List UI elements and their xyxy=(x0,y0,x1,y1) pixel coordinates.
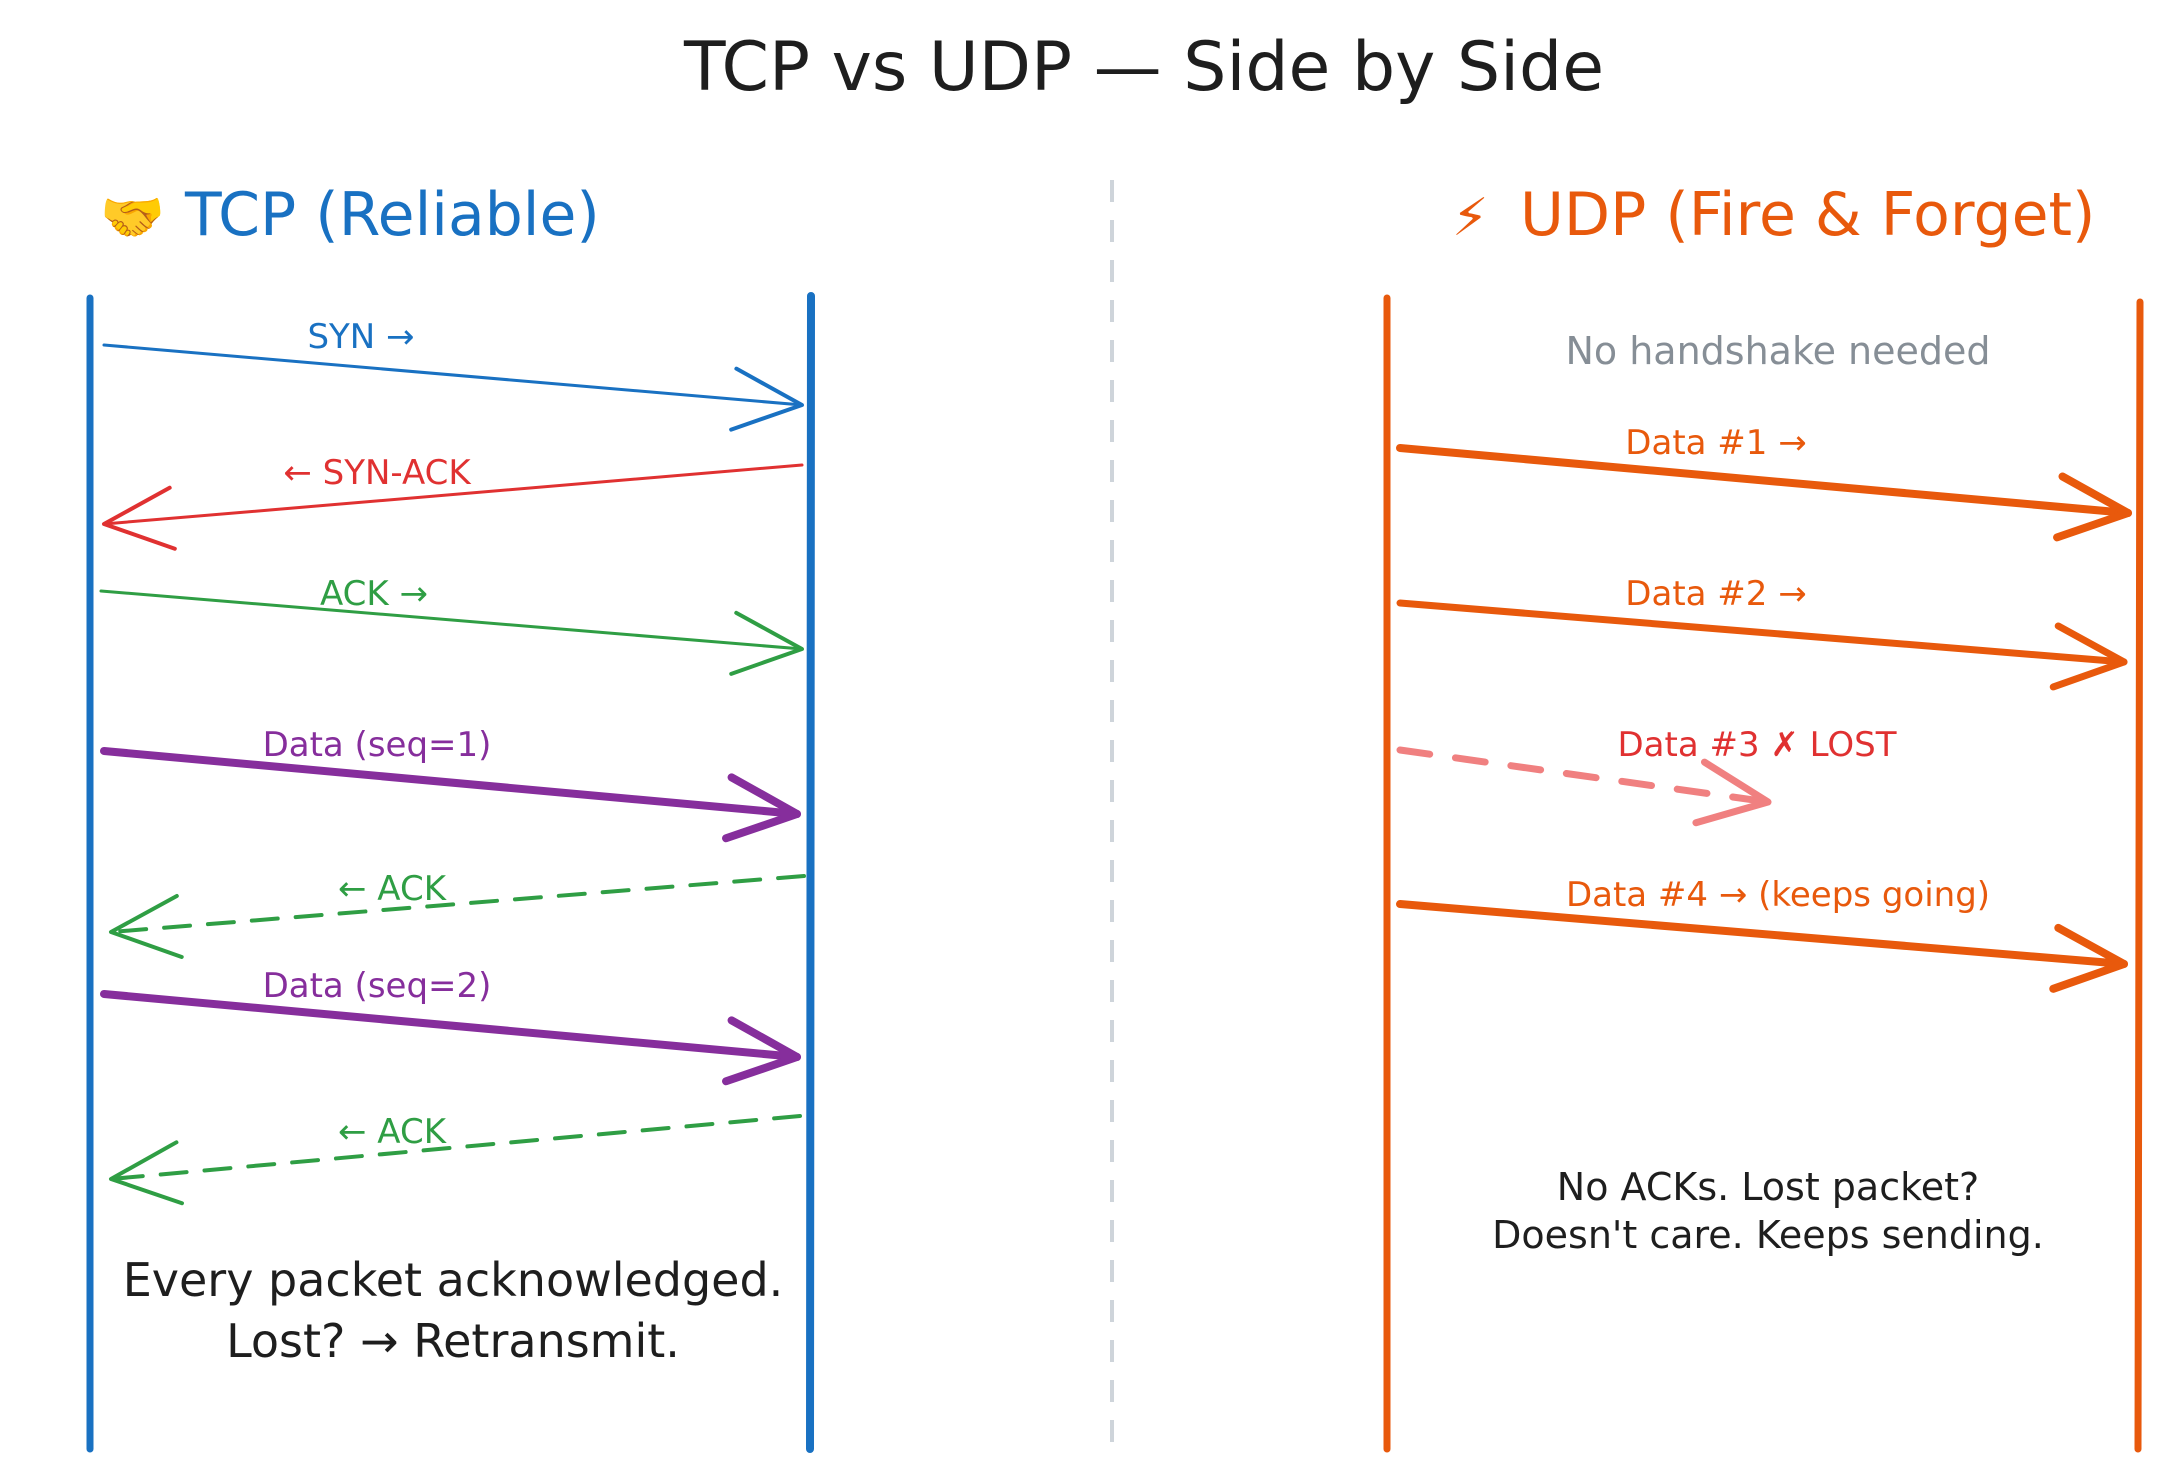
udp-server-lifeline xyxy=(2134,298,2144,1453)
arrowhead xyxy=(729,610,804,676)
lightning-icon: ⚡ xyxy=(1452,188,1489,248)
udp-message-arrow: Data #3 ✗ LOST xyxy=(1396,725,1897,827)
arrow-shaft xyxy=(1396,900,2128,968)
arrow-shaft xyxy=(1396,746,1772,806)
arrowhead xyxy=(2053,472,2132,542)
message-label: ACK → xyxy=(320,574,428,614)
tcp-note-line-2: Lost? → Retransmit. xyxy=(226,1314,680,1368)
message-label: Data #2 → xyxy=(1625,574,1806,614)
tcp-message-arrow: Data (seq=1) xyxy=(100,725,801,843)
udp-note-line-2: Doesn't care. Keeps sending. xyxy=(1492,1213,2044,1257)
arrow-shaft xyxy=(109,874,806,934)
arrowhead xyxy=(722,773,801,843)
message-label: Data (seq=1) xyxy=(263,725,492,765)
diagram-title: TCP vs UDP — Side by Side xyxy=(683,28,1604,107)
tcp-server-lifeline xyxy=(806,292,815,1453)
tcp-message-arrow: SYN → xyxy=(102,317,804,432)
tcp-message-arrow: ← SYN-ACK xyxy=(102,453,804,551)
udp-note-line-1: No ACKs. Lost packet? xyxy=(1557,1165,1979,1209)
arrowhead xyxy=(109,894,184,959)
arrow-shaft xyxy=(99,589,804,651)
tcp-message-arrow: Data (seq=2) xyxy=(100,966,801,1086)
arrow-shaft xyxy=(1396,599,2128,666)
tcp-note-line-1: Every packet acknowledged. xyxy=(123,1253,784,1307)
message-label: SYN → xyxy=(307,317,414,357)
message-label: ← ACK xyxy=(338,869,448,909)
udp-no-handshake: No handshake needed xyxy=(1565,329,1990,373)
arrow-shaft xyxy=(100,990,801,1061)
arrowhead xyxy=(2049,622,2128,691)
message-label: Data #3 ✗ LOST xyxy=(1617,725,1896,765)
tcp-message-arrow: ← ACK xyxy=(109,1112,802,1206)
udp-heading: ⚡ UDP (Fire & Forget) xyxy=(1452,180,2095,250)
arrowhead xyxy=(109,1140,184,1206)
udp-message-arrow: Data #2 → xyxy=(1396,574,2128,691)
udp-heading-text: UDP (Fire & Forget) xyxy=(1520,180,2095,250)
message-label: Data (seq=2) xyxy=(263,966,492,1006)
handshake-icon: 🤝 xyxy=(100,188,165,248)
tcp-message-arrow: ← ACK xyxy=(109,869,806,959)
tcp-heading-text: TCP (Reliable) xyxy=(184,180,600,250)
arrow-shaft xyxy=(100,747,801,818)
udp-message-arrow: Data #1 → xyxy=(1396,423,2132,542)
arrowhead xyxy=(1692,758,1772,827)
message-label: ← ACK xyxy=(338,1112,448,1152)
arrowhead xyxy=(2049,923,2128,993)
message-label: Data #1 → xyxy=(1625,423,1806,463)
tcp-message-arrow: ACK → xyxy=(99,574,804,676)
arrow-shaft xyxy=(1396,444,2132,517)
arrow-shaft xyxy=(102,463,804,526)
arrowhead xyxy=(102,485,177,551)
arrow-shaft xyxy=(109,1114,802,1181)
arrow-shaft xyxy=(102,343,804,407)
arrowhead xyxy=(729,366,804,432)
arrowhead xyxy=(722,1016,801,1086)
message-label: Data #4 → (keeps going) xyxy=(1566,875,1990,915)
udp-message-arrow: Data #4 → (keeps going) xyxy=(1396,875,2128,993)
tcp-heading: 🤝 TCP (Reliable) xyxy=(100,180,600,250)
message-label: ← SYN-ACK xyxy=(283,453,472,493)
